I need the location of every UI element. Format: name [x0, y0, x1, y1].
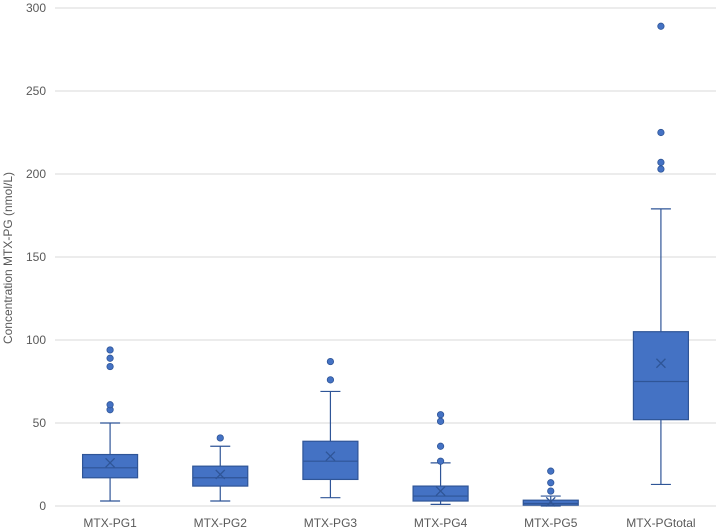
box-MTX-PG5 — [522, 467, 579, 507]
mean-marker — [655, 358, 666, 369]
box-MTX-PG2 — [192, 434, 249, 502]
outlier-point — [106, 362, 114, 371]
y-tick-label: 250 — [26, 84, 46, 98]
x-tick-label: MTX-PG3 — [304, 516, 358, 530]
y-tick-label: 0 — [39, 499, 46, 513]
mean-marker — [215, 469, 226, 480]
outlier-point — [326, 357, 335, 366]
outlier-point — [547, 487, 555, 495]
iqr-box — [302, 440, 359, 481]
y-axis-tick-labels: 0 50 100 150 200 250 300 — [26, 1, 46, 513]
y-tick-label: 150 — [26, 250, 46, 264]
outlier-point — [106, 354, 114, 362]
x-tick-label: MTX-PG2 — [194, 516, 248, 530]
box-MTX-PGtotal — [632, 22, 690, 486]
outlier-point — [547, 479, 555, 487]
x-axis-tick-labels: MTX-PG1 MTX-PG2 MTX-PG3 MTX-PG4 MTX-PG5 MTX-P… — [83, 516, 695, 530]
outlier-point — [106, 401, 114, 409]
outlier-point — [657, 165, 665, 173]
iqr-box — [81, 453, 139, 479]
outlier-point — [216, 434, 224, 442]
mean-marker — [545, 496, 556, 507]
mean-marker — [325, 451, 336, 462]
y-tick-label: 300 — [26, 1, 46, 15]
iqr-box — [192, 465, 249, 487]
outlier-point — [326, 376, 335, 384]
outlier-point — [436, 417, 445, 425]
y-tick-label: 50 — [33, 416, 47, 430]
outlier-point — [547, 467, 555, 475]
outlier-point — [106, 346, 114, 354]
boxes — [81, 22, 690, 507]
mean-marker — [435, 486, 446, 497]
x-tick-label: MTX-PGtotal — [626, 516, 695, 530]
box-MTX-PG3 — [302, 357, 359, 499]
outlier-point — [657, 128, 665, 137]
gridlines — [55, 7, 716, 507]
outlier-point — [436, 411, 445, 419]
x-tick-label: MTX-PG4 — [414, 516, 468, 530]
y-tick-label: 200 — [26, 167, 46, 181]
x-tick-label: MTX-PG1 — [83, 516, 137, 530]
y-axis-title: Concentration MTX-PG (nmol/L) — [1, 172, 15, 344]
box-MTX-PG4 — [412, 411, 469, 505]
outlier-point — [657, 22, 665, 30]
y-tick-label: 100 — [26, 333, 46, 347]
outlier-point — [436, 442, 445, 450]
iqr-box — [412, 485, 469, 502]
iqr-box — [632, 331, 690, 421]
box-MTX-PG1 — [81, 346, 139, 502]
mean-marker — [105, 457, 116, 468]
outlier-point — [657, 158, 665, 166]
x-tick-label: MTX-PG5 — [524, 516, 578, 530]
outlier-point — [436, 457, 445, 465]
